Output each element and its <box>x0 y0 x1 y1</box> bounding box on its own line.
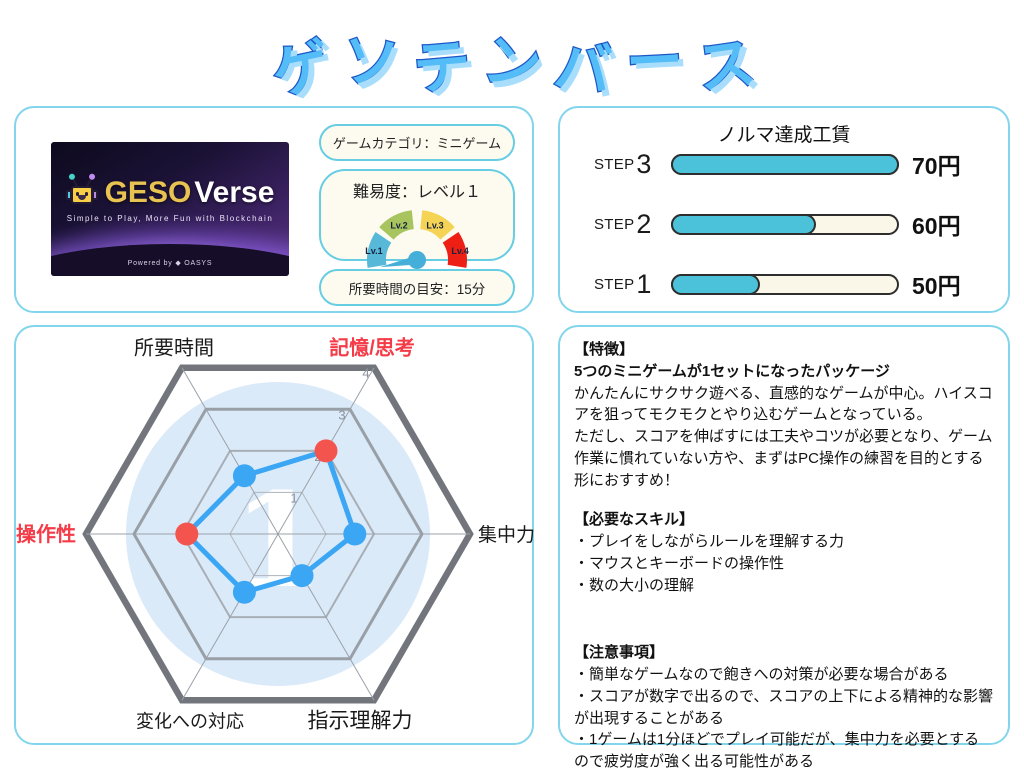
radar-tick-label: 1 <box>290 490 297 505</box>
wage-progress-fill <box>671 213 817 235</box>
difficulty-pill: 難易度：レベル１ Lv.1 Lv.2 Lv.3 Lv.4 <box>319 169 515 269</box>
radar-tick-label: 3 <box>338 407 345 422</box>
robot-mascot-icon <box>65 172 98 207</box>
wage-progress-fill <box>671 273 761 295</box>
wage-progress-fill <box>671 153 899 175</box>
section-bullet: ・数の大小の理解 <box>574 576 695 594</box>
radar-axis-label: 変化への対応 <box>136 711 244 731</box>
radar-axis-label: 記憶/思考 <box>329 336 415 360</box>
gauge-segment <box>379 210 415 241</box>
radar-data-point <box>290 564 314 588</box>
wage-panel-title: ノルマ達成工賃 <box>717 125 851 146</box>
radar-tick-label: 4 <box>362 366 369 381</box>
section-heading: 【注意事項】 <box>574 644 665 662</box>
wage-progress-bar <box>671 273 899 295</box>
radar-axis-line <box>181 367 375 701</box>
section-heading: 【必要なスキル】 <box>574 511 695 529</box>
radar-data-point <box>343 522 367 546</box>
time-estimate-pill: 所要時間の目安：15分 <box>319 269 515 306</box>
gauge-segment <box>419 210 455 241</box>
gauge-segment <box>442 232 467 268</box>
logo-powered-by: Powered by ◆ OASYS <box>127 260 213 267</box>
mascot-face <box>70 186 93 204</box>
gauge-level-label: Lv.4 <box>451 246 468 256</box>
section-bullet: ・1ゲームは1分ほどでプレイ可能だが、集中力を必要とするので疲労度が強く出る可能… <box>574 731 980 770</box>
section-bullet: ・マウスとキーボードの操作性 <box>574 554 785 572</box>
game-category-pill: ゲームカテゴリ：ミニゲーム <box>319 124 515 161</box>
wage-amount: 60円 <box>912 213 961 239</box>
gauge-level-label: Lv.1 <box>365 246 382 256</box>
wage-step-row: STEP 3 70円 <box>594 148 961 179</box>
title-char: ス <box>692 28 760 104</box>
step-word: STEP <box>594 155 635 173</box>
gauge-level-label: Lv.3 <box>426 220 443 230</box>
gauge-needle-hub <box>408 251 426 269</box>
section-bullet: ・簡単なゲームなので飽きへの対策が必要な場合がある <box>574 666 949 683</box>
section-bullet: ・プレイをしながらルールを理解する力 <box>574 533 845 550</box>
description-section: 【注意事項】・簡単なゲームなので飽きへの対策が必要な場合がある・スコアが数字で出… <box>574 642 994 773</box>
radar-data-point <box>232 580 256 604</box>
radar-axis-label: 所要時間 <box>134 337 214 360</box>
radar-axis-label: 集中力 <box>478 524 535 546</box>
title-char: ソ <box>336 26 403 101</box>
wage-amount: 70円 <box>912 153 961 179</box>
step-number: 1 <box>636 268 652 299</box>
geso-verse-logo: GESO Verse Simple to Play, More Fun with … <box>51 142 289 276</box>
difficulty-label: 難易度：レベル１ <box>352 184 481 201</box>
title-char: バ <box>549 32 615 106</box>
wage-step-row: STEP 1 50円 <box>594 268 961 299</box>
description-panel: 【特徴】 5つのミニゲームが1セットになったパッケージかんたんにサクサク遊べる、直… <box>558 325 1010 770</box>
description-section: 【特徴】 5つのミニゲームが1セットになったパッケージかんたんにサクサク遊べる、直… <box>574 339 994 491</box>
wage-step-row: STEP 2 60円 <box>594 208 961 239</box>
description-section: 【必要なスキル】・プレイをしながらルールを理解する力 ・マウスとキーボードの操作性… <box>574 509 994 596</box>
gauge-level-label: Lv.2 <box>390 220 407 230</box>
gauge-segment <box>367 232 392 268</box>
radar-data-point <box>175 522 199 546</box>
step-label: STEP 3 <box>594 148 671 179</box>
section-paragraph: ただし、スコアを伸ばすには工夫やコツが必要となり、ゲーム作業に慣れていない方や、… <box>574 428 993 489</box>
radar-data-point <box>232 464 256 488</box>
game-info-panel: GESO Verse Simple to Play, More Fun with … <box>14 106 534 313</box>
logo-brand-text: GESO Verse <box>104 176 275 209</box>
wage-amount: 50円 <box>912 273 961 299</box>
step-word: STEP <box>594 275 635 293</box>
section-paragraph: かんたんにサクサク遊べる、直感的なゲームが中心。ハイスコアを狙ってモクモクとやり… <box>574 384 993 424</box>
wage-progress-bar <box>671 213 899 235</box>
step-label: STEP 2 <box>594 208 671 239</box>
section-bold-line: 5つのミニゲームが1セットになったパッケージ <box>574 362 890 380</box>
step-label: STEP 1 <box>594 268 671 299</box>
section-bullet: ・スコアが数字で出るので、スコアの上下による精神的な影響が出現することがある <box>574 687 993 727</box>
logo-planet <box>51 244 289 276</box>
title-char: ン <box>476 25 546 102</box>
title-char: ー <box>623 26 686 97</box>
radar-axis-label: 操作性 <box>16 522 76 546</box>
title-char: テ <box>409 31 474 104</box>
difficulty-gauge: Lv.1 Lv.2 Lv.3 Lv.4 <box>365 210 469 269</box>
step-number: 3 <box>636 148 652 179</box>
radar-axis-label: 指示理解力 <box>308 709 413 732</box>
section-heading: 【特徴】 <box>574 341 635 358</box>
step-word: STEP <box>594 215 635 233</box>
step-number: 2 <box>636 208 652 239</box>
logo-tagline: Simple to Play, More Fun with Blockchain <box>66 214 274 223</box>
wage-progress-bar <box>671 153 899 175</box>
title-char: ゲ <box>265 30 337 109</box>
headphone-icon <box>91 190 98 200</box>
wage-panel: ノルマ達成工賃 STEP 3 70円 STEP 2 60円 STEP 1 50円 <box>558 106 1010 313</box>
page-title: ゲソ テンバース <box>0 20 1024 109</box>
radar-data-point <box>314 439 338 463</box>
